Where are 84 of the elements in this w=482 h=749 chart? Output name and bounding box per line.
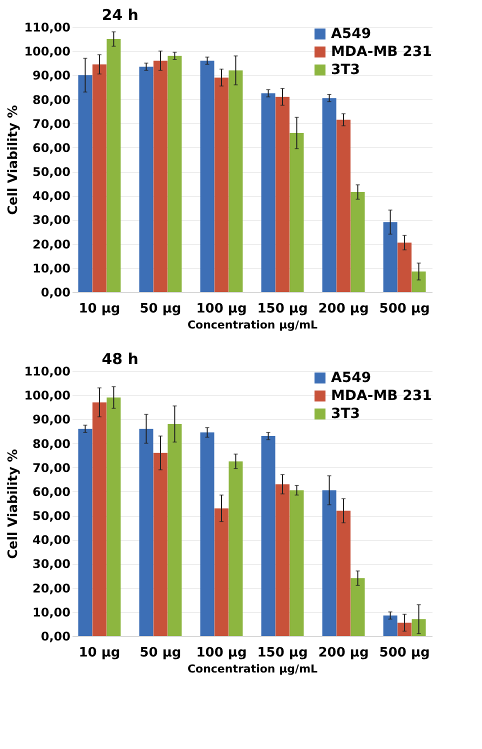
- y-tick-label: 40,00: [32, 533, 70, 548]
- x-tick-label: 50 µg: [140, 646, 182, 660]
- bar: [276, 484, 290, 636]
- x-tick-label: 200 µg: [318, 302, 369, 316]
- bar: [228, 70, 243, 292]
- chart-title: 24 h: [102, 6, 138, 24]
- legend-label: 3T3: [331, 62, 360, 78]
- bar: [78, 75, 92, 292]
- bar: [336, 120, 351, 292]
- x-tick-label: 50 µg: [140, 302, 182, 316]
- bar: [290, 490, 304, 636]
- x-tick-label: 500 µg: [379, 646, 430, 660]
- y-tick-label: 40,00: [32, 189, 70, 204]
- x-tick-label: 200 µg: [318, 646, 369, 660]
- y-tick-label: 50,00: [32, 165, 70, 180]
- y-tick-label: 60,00: [32, 484, 70, 499]
- bar: [214, 78, 228, 292]
- legend-label: 3T3: [331, 406, 360, 422]
- bar: [153, 452, 168, 636]
- y-tick-label: 90,00: [32, 412, 70, 427]
- bar: [139, 66, 154, 292]
- x-tick-label: 100 µg: [196, 302, 247, 316]
- y-tick-label: 50,00: [32, 509, 70, 524]
- bar: [322, 98, 336, 292]
- y-tick-label: 0,00: [40, 286, 70, 300]
- bar: [398, 622, 412, 636]
- bar: [228, 461, 243, 636]
- bar: [412, 272, 426, 292]
- x-tick-label: 10 µg: [78, 302, 120, 316]
- bar: [350, 192, 365, 292]
- bar: [276, 96, 290, 292]
- bar: [261, 436, 276, 636]
- y-axis-title: Cell Viability %: [6, 449, 22, 559]
- y-tick-label: 10,00: [32, 261, 70, 276]
- y-tick-label: 100,00: [24, 388, 70, 403]
- y-axis-title: Cell Viability %: [6, 105, 22, 215]
- y-tick-label: 110,00: [24, 20, 70, 34]
- x-tick-label: 150 µg: [257, 302, 308, 316]
- bar: [214, 508, 228, 636]
- y-tick-label: 30,00: [32, 557, 70, 572]
- bar: [290, 133, 304, 292]
- bar: [261, 93, 276, 292]
- y-tick-label: 60,00: [32, 140, 70, 155]
- bar: [78, 428, 92, 636]
- bar: [168, 424, 182, 636]
- legend-label: MDA-MB 231: [331, 388, 432, 404]
- x-tick-label: 150 µg: [257, 646, 308, 660]
- y-tick-label: 80,00: [32, 436, 70, 451]
- bar: [106, 398, 121, 636]
- y-tick-label: 30,00: [32, 213, 70, 228]
- bar: [153, 60, 168, 292]
- y-tick-label: 100,00: [24, 44, 70, 59]
- bar: [350, 578, 365, 636]
- bar: [383, 616, 398, 636]
- bar: [200, 432, 214, 636]
- bar: [322, 490, 336, 636]
- y-tick-label: 20,00: [32, 237, 70, 252]
- bar: [168, 56, 182, 292]
- bar: [92, 402, 106, 636]
- bar: [92, 64, 106, 292]
- bar: [200, 60, 214, 292]
- legend-label: A549: [331, 370, 372, 386]
- y-tick-label: 0,00: [40, 630, 70, 644]
- x-axis-title: Concentration µg/mL: [187, 318, 318, 332]
- bar: [398, 242, 412, 292]
- chart-title: 48 h: [102, 350, 138, 368]
- y-tick-label: 70,00: [32, 116, 70, 131]
- legend-label: A549: [331, 26, 372, 42]
- y-tick-label: 10,00: [32, 605, 70, 620]
- x-axis-title: Concentration µg/mL: [187, 662, 318, 676]
- y-tick-label: 70,00: [32, 460, 70, 475]
- bar: [412, 619, 426, 636]
- bar: [383, 222, 398, 292]
- y-tick-label: 90,00: [32, 68, 70, 83]
- x-tick-label: 10 µg: [78, 646, 120, 660]
- y-tick-label: 80,00: [32, 92, 70, 107]
- y-tick-label: 110,00: [24, 364, 70, 378]
- x-tick-label: 100 µg: [196, 646, 247, 660]
- bar: [106, 39, 121, 292]
- bar: [336, 510, 351, 636]
- legend-label: MDA-MB 231: [331, 44, 432, 60]
- bar: [139, 428, 154, 636]
- x-tick-label: 500 µg: [379, 302, 430, 316]
- y-tick-label: 20,00: [32, 581, 70, 596]
